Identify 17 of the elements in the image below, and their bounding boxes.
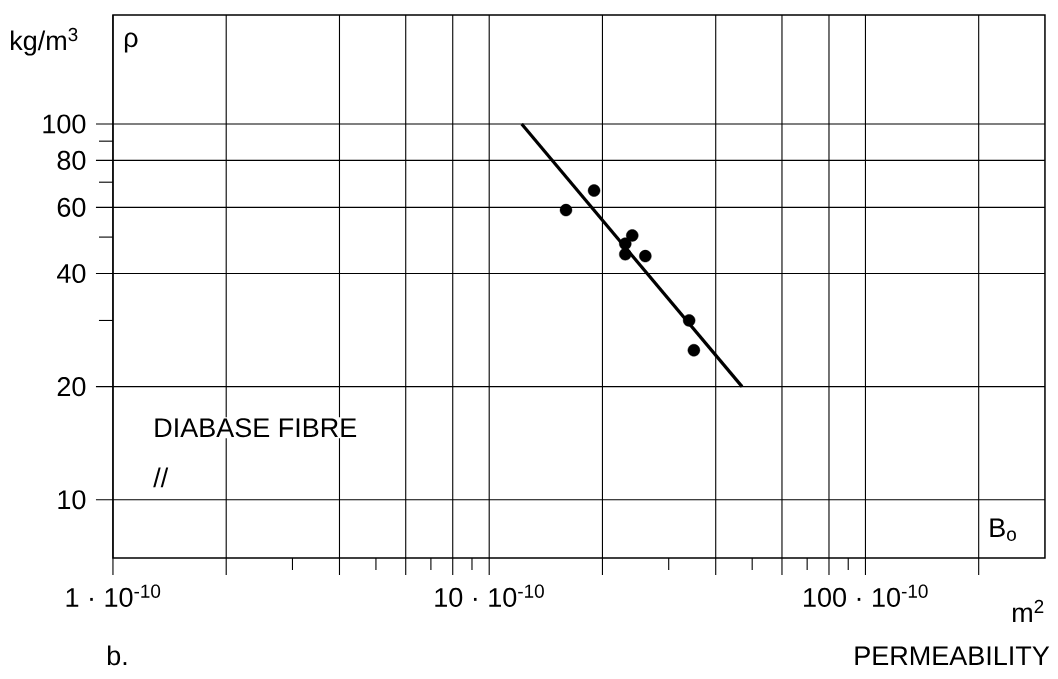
y-tick-label: 40 bbox=[57, 263, 86, 284]
x-tick-label: 1 · 10$^{-10}$ bbox=[66, 584, 161, 607]
x-axis-title: PERMEABILITY bbox=[855, 646, 1050, 665]
y-tick-label: 10 bbox=[58, 490, 86, 510]
text: b. bbox=[107, 645, 127, 666]
y-tick-label: 60 bbox=[57, 197, 86, 217]
text: m$^{2}$ bbox=[1012, 599, 1044, 622]
text: kg/m$^{3}$ bbox=[11, 27, 78, 56]
annotation: // bbox=[153, 467, 169, 488]
y-tick-label: 100 bbox=[43, 114, 86, 134]
y-tick-label: 80 bbox=[57, 150, 86, 170]
x-tick-label: 100 · 10$^{-10}$ bbox=[804, 584, 928, 607]
annotation: B$_{o}$ bbox=[990, 518, 1016, 541]
y-axis-title: ρ bbox=[124, 32, 138, 53]
annotation: DIABASE FIBRE bbox=[155, 418, 357, 438]
x-tick-label: 10 · 10$^{-10}$ bbox=[435, 584, 544, 607]
y-tick-label: 20 bbox=[57, 377, 86, 397]
